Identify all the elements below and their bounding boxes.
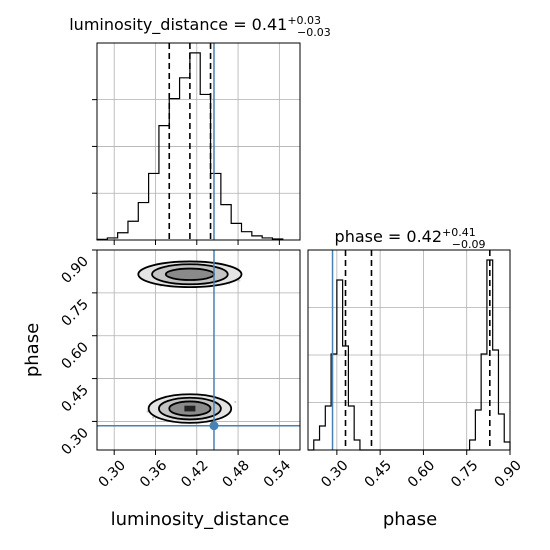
xlabel-phase: phase (383, 509, 437, 530)
tick-label-y: 0.45 (58, 382, 91, 415)
tick-label-y: 0.75 (58, 296, 91, 329)
contour-middle (151, 263, 229, 286)
ylabel-phase: phase (22, 323, 43, 377)
tick-label-y: 0.90 (58, 254, 91, 287)
tick-label-x: 0.36 (137, 457, 170, 490)
tick-label-x: 0.30 (318, 458, 351, 491)
contour-inner (168, 400, 212, 417)
tick-label-x: 0.90 (491, 458, 524, 491)
title-luminosity-distance: luminosity_distance = 0.41+0.03 −0.03 (69, 14, 331, 39)
scatter-point (151, 416, 155, 419)
xlabel-luminosity-distance: luminosity_distance (111, 509, 290, 530)
scatter-point (234, 400, 237, 404)
scatter-point (238, 279, 241, 282)
tick-label-y: 0.60 (58, 339, 91, 372)
tick-label-x: 0.75 (448, 458, 481, 491)
title-phase: phase = 0.42+0.41 −0.09 (335, 226, 486, 251)
tick-label-x: 0.45 (362, 458, 395, 491)
truth-marker (209, 421, 219, 431)
contour-outer (147, 393, 233, 424)
contour-outer (137, 260, 243, 289)
tick-label-x: 0.42 (178, 458, 211, 491)
tick-label-x: 0.60 (405, 458, 438, 491)
panel-frame (96, 42, 301, 241)
tick-label-x: 0.48 (220, 458, 253, 491)
tick-label-y: 0.30 (58, 425, 91, 458)
panel-frame (307, 249, 511, 451)
contour-middle (158, 396, 222, 421)
panel-frame (96, 249, 301, 451)
density-peak (184, 405, 196, 412)
tick-label-x: 0.54 (261, 457, 294, 490)
tick-label-x: 0.30 (96, 458, 129, 491)
scatter-point (146, 410, 149, 413)
density-fill (165, 268, 214, 280)
